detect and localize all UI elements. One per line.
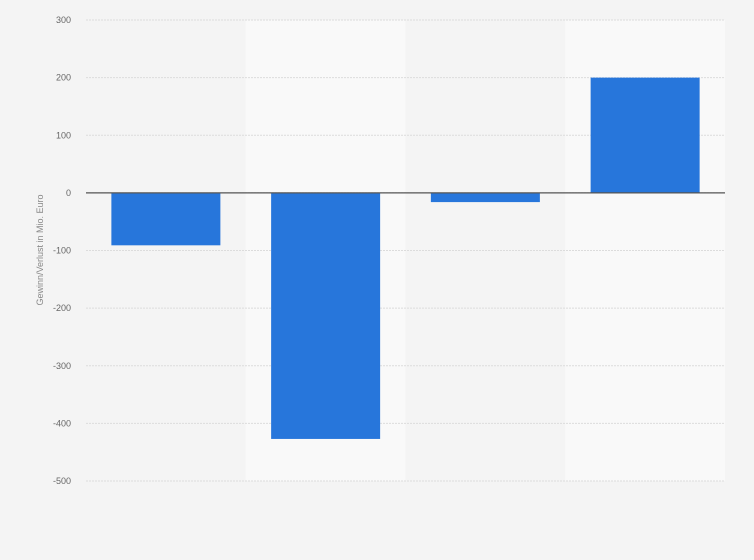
y-tick-label: -200 xyxy=(53,303,71,313)
y-axis-label: Gewinn/Verlust in Mio. Euro xyxy=(35,194,45,305)
bar[interactable] xyxy=(111,192,221,246)
y-tick-label: 100 xyxy=(56,130,71,140)
y-tick-label: 0 xyxy=(66,188,71,198)
y-tick-label: -300 xyxy=(53,361,71,371)
y-tick-label: 200 xyxy=(56,73,71,83)
bar[interactable] xyxy=(271,192,381,439)
y-tick-label: -100 xyxy=(53,246,71,256)
y-tick-label: -500 xyxy=(53,476,71,486)
bar[interactable] xyxy=(430,192,540,203)
y-tick-label: 300 xyxy=(56,15,71,25)
y-tick-label: -400 xyxy=(53,418,71,428)
bar[interactable] xyxy=(590,77,700,193)
